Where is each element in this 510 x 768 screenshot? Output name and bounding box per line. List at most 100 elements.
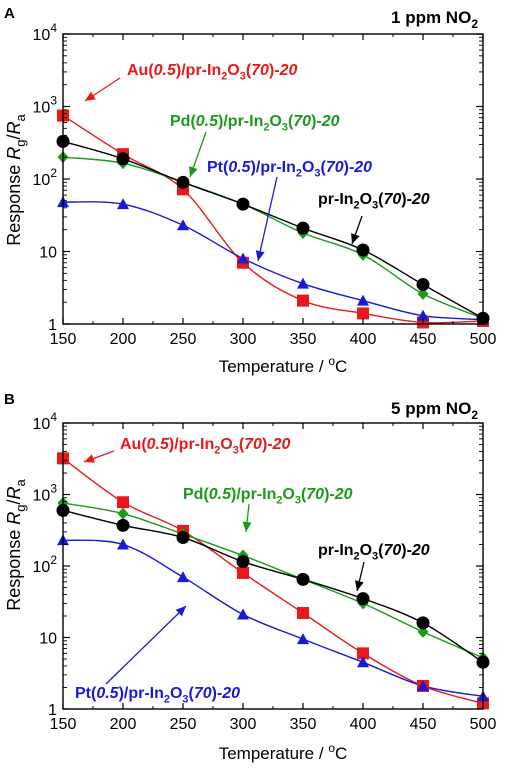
y-axis-label: Response Rg/Ra — [4, 113, 28, 245]
x-tick-label: 200 — [110, 716, 137, 733]
label-segment: ( — [378, 191, 384, 208]
label-segment: 2 — [276, 494, 282, 506]
x-tick-label: 250 — [170, 331, 197, 348]
ylabel-text: Response — [4, 160, 24, 246]
label-segment: ( — [301, 486, 307, 503]
series-label: pr-In2O3(70)-20 — [318, 542, 430, 562]
xlabel-sup: o — [328, 741, 335, 755]
label-segment: )/pr-In — [119, 685, 164, 702]
y-tick-label: 102 — [33, 166, 58, 189]
y-tick-label: 102 — [33, 553, 58, 576]
tick-base: 10 — [33, 100, 51, 117]
tick-base: 1 — [48, 702, 57, 719]
ylabel-r: R — [4, 486, 24, 499]
y-tick-label: 1 — [48, 317, 57, 334]
ylabel-sub: a — [13, 478, 28, 486]
data-point-triangle — [117, 198, 129, 210]
title-text: 5 ppm NO — [391, 399, 471, 418]
label-segment: )- — [212, 685, 223, 702]
x-tick-label: 400 — [350, 716, 377, 733]
tick-base: 10 — [33, 488, 51, 505]
xlabel-sup: o — [328, 354, 335, 368]
x-tick-label: 150 — [50, 716, 77, 733]
x-tick-label: 250 — [170, 716, 197, 733]
label-segment: O — [282, 486, 294, 503]
label-segment: 2 — [214, 444, 220, 456]
plot-frame — [62, 422, 484, 710]
label-segment: )- — [311, 113, 322, 130]
label-segment: 3 — [295, 494, 301, 506]
label-segment: pr-In — [318, 191, 354, 208]
xlabel-text: Temperature / — [219, 744, 329, 763]
data-point-triangle — [297, 633, 309, 645]
data-point-square — [237, 566, 249, 579]
series-label: Pd(0.5)/pr-In2O3(70)-20 — [183, 486, 353, 506]
label-segment: pr-In — [318, 542, 354, 559]
label-segment: 70 — [244, 436, 262, 453]
label-segment: O — [269, 113, 281, 130]
label-segment: ( — [320, 159, 326, 176]
label-segment: ( — [239, 436, 245, 453]
arrow-head — [85, 91, 96, 101]
label-segment: 20 — [353, 159, 372, 176]
label-segment: 20 — [221, 685, 240, 702]
y-tick-label: 103 — [33, 94, 58, 117]
data-point-circle — [356, 243, 370, 257]
arrow-head — [242, 521, 252, 532]
ylabel-slash: / — [4, 134, 24, 139]
x-tick-label: 500 — [470, 716, 497, 733]
data-point-triangle — [177, 571, 189, 583]
data-point-square — [357, 647, 369, 660]
label-segment: 3 — [240, 70, 246, 82]
arrow-head — [255, 250, 265, 261]
data-point-circle — [236, 197, 250, 211]
ylabel-slash: / — [4, 499, 24, 504]
label-segment: 70 — [383, 191, 401, 208]
label-segment: Pt( — [207, 159, 229, 176]
x-tick-label: 150 — [50, 331, 77, 348]
label-segment: 3 — [372, 199, 378, 211]
label-segment: O — [227, 62, 239, 79]
tick-base: 10 — [33, 416, 51, 433]
data-point-triangle — [177, 219, 189, 231]
data-point-triangle — [357, 656, 369, 668]
label-segment: Pd( — [170, 113, 196, 130]
label-segment: 2 — [354, 199, 360, 211]
label-segment: 2 — [164, 693, 170, 705]
label-segment: ( — [378, 542, 384, 559]
label-segment: 20 — [411, 542, 430, 559]
series-label: Pt(0.5)/pr-In2O3(70)-20 — [75, 685, 240, 705]
ylabel-sub: a — [13, 113, 28, 121]
label-segment: )- — [269, 62, 280, 79]
tick-exponent: 4 — [50, 410, 57, 424]
chart-title: 5 ppm NO2 — [391, 399, 478, 422]
arrow-head — [189, 166, 198, 177]
series-line — [62, 509, 484, 663]
label-segment: 20 — [272, 436, 291, 453]
data-point-square — [297, 294, 309, 307]
label-segment: 0.5 — [96, 685, 119, 702]
x-tick-label: 200 — [110, 331, 137, 348]
x-tick-label: 500 — [470, 331, 497, 348]
series-label: pr-In2O3(70)-20 — [318, 191, 430, 211]
label-segment: 3 — [233, 444, 239, 456]
ylabel-r: R — [4, 147, 24, 160]
data-point-diamond — [417, 287, 429, 300]
x-tick-label: 450 — [410, 331, 437, 348]
data-point-square — [297, 607, 309, 620]
data-point-circle — [176, 531, 190, 545]
label-segment: 20 — [279, 62, 298, 79]
data-point-triangle — [417, 679, 429, 691]
data-point-triangle — [417, 309, 429, 321]
data-point-triangle — [297, 277, 309, 289]
label-segment: 3 — [372, 550, 378, 562]
label-segment: 70 — [251, 62, 269, 79]
data-point-circle — [296, 572, 310, 586]
label-segment: ( — [188, 685, 194, 702]
tick-exponent: 3 — [50, 94, 57, 108]
y-tick-label: 10 — [39, 245, 57, 262]
y-tick-label: 1 — [48, 702, 57, 719]
panel-letter: B — [4, 391, 15, 408]
label-segment: O — [360, 542, 372, 559]
label-segment: O — [170, 685, 182, 702]
